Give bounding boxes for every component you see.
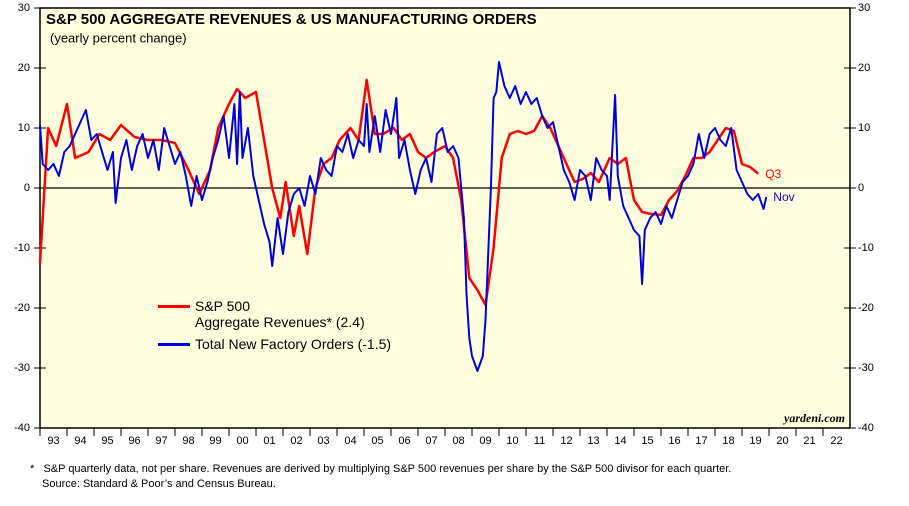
y2-tick-label: 10 <box>858 122 870 134</box>
x-tick-label: 07 <box>425 435 437 447</box>
y2-tick-label: -30 <box>858 362 874 374</box>
footnote: Source: Standard & Poor’s and Census Bur… <box>42 478 276 490</box>
legend-item: S&P 500 Aggregate Revenues* (2.4) <box>158 298 391 330</box>
x-tick-label: 11 <box>534 435 545 447</box>
x-tick-label: 00 <box>236 435 248 447</box>
footnote: * S&P quarterly data, not per share. Rev… <box>30 463 731 475</box>
x-tick-label: 97 <box>155 435 167 447</box>
y-tick-label: 0 <box>24 182 30 194</box>
chart-subtitle: (yearly percent change) <box>50 30 187 45</box>
x-tick-label: 01 <box>263 435 275 447</box>
y-tick-label: 30 <box>18 2 30 14</box>
x-tick-label: 93 <box>47 435 59 447</box>
x-tick-label: 19 <box>749 435 761 447</box>
x-tick-label: 94 <box>74 435 86 447</box>
x-tick-label: 98 <box>182 435 194 447</box>
x-tick-label: 20 <box>776 435 788 447</box>
y-tick-label: -10 <box>14 242 30 254</box>
y-tick-label: 20 <box>18 62 30 74</box>
x-tick-label: 14 <box>614 435 626 447</box>
x-tick-label: 02 <box>290 435 302 447</box>
x-tick-label: 99 <box>209 435 221 447</box>
x-tick-label: 21 <box>803 435 815 447</box>
y2-tick-label: -10 <box>858 242 874 254</box>
x-tick-label: 95 <box>101 435 113 447</box>
x-tick-label: 17 <box>695 435 707 447</box>
legend-label: S&P 500 Aggregate Revenues* (2.4) <box>195 298 365 330</box>
source-mark: yardeni.com <box>782 411 845 425</box>
legend-label: Total New Factory Orders (-1.5) <box>195 336 392 352</box>
series-line <box>38 78 759 307</box>
x-tick-label: 09 <box>479 435 491 447</box>
x-tick-label: 96 <box>128 435 140 447</box>
x-tick-label: 13 <box>587 435 599 447</box>
y-tick-label: -30 <box>14 362 30 374</box>
plot-area <box>39 7 851 429</box>
end-label: Q3 <box>765 167 781 181</box>
y-tick-label: 10 <box>18 122 30 134</box>
y2-tick-label: -40 <box>858 422 874 434</box>
y2-tick-label: -20 <box>858 302 874 314</box>
end-label: Nov <box>773 190 794 204</box>
x-tick-label: 10 <box>506 435 518 447</box>
y-tick-label: -20 <box>14 302 30 314</box>
y2-tick-label: 0 <box>858 182 864 194</box>
x-tick-label: 16 <box>668 435 680 447</box>
legend: S&P 500 Aggregate Revenues* (2.4) Total N… <box>158 298 391 358</box>
x-tick-label: 22 <box>830 435 842 447</box>
chart-title: S&P 500 AGGREGATE REVENUES & US MANUFACT… <box>46 11 537 28</box>
legend-item: Total New Factory Orders (-1.5) <box>158 336 391 352</box>
y2-tick-label: 30 <box>858 2 870 14</box>
y-tick-label: -40 <box>14 422 30 434</box>
x-tick-label: 12 <box>560 435 572 447</box>
x-tick-label: 08 <box>452 435 464 447</box>
x-tick-label: 03 <box>317 435 329 447</box>
x-tick-label: 15 <box>641 435 653 447</box>
legend-swatch <box>158 305 190 308</box>
series-line <box>39 61 768 372</box>
x-tick-label: 05 <box>371 435 383 447</box>
x-tick-label: 06 <box>398 435 410 447</box>
x-tick-label: 04 <box>344 435 356 447</box>
y2-tick-label: 20 <box>858 62 870 74</box>
legend-swatch <box>158 343 190 346</box>
x-tick-label: 18 <box>722 435 734 447</box>
